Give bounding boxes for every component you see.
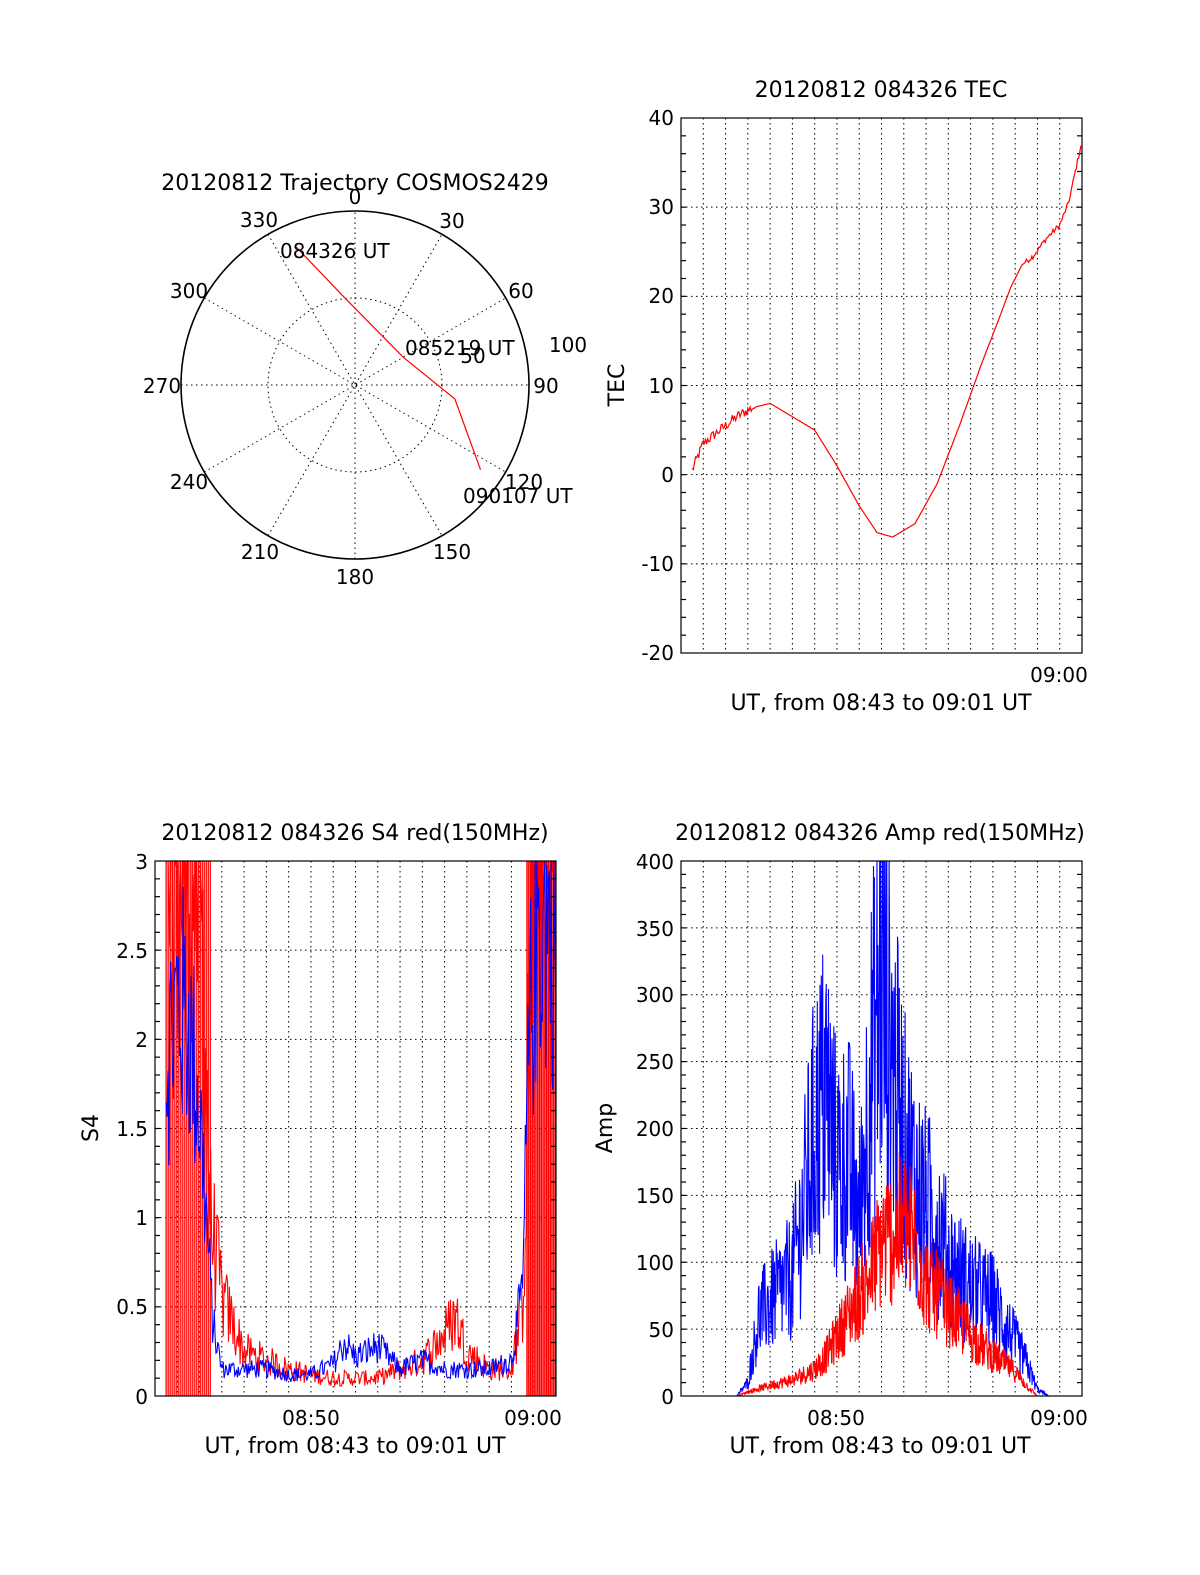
- tec-panel: 20120812 084326 TEC 40 30 20 10 0 -10 -2…: [605, 78, 1088, 716]
- tec-series-line: [691, 145, 1082, 538]
- amp-red-series-line: [692, 1152, 1082, 1397]
- amp-y-tick: 50: [649, 1318, 674, 1342]
- tec-x-label: UT, from 08:43 to 09:01 UT: [730, 691, 1032, 716]
- s4-red-saturation-spikes: [165, 861, 557, 1396]
- tec-y-tick: 40: [649, 106, 674, 130]
- polar-angle-label: 120: [505, 470, 543, 494]
- amp-y-label: Amp: [593, 1103, 618, 1153]
- tec-y-ticks: 40 30 20 10 0 -10 -20: [641, 106, 674, 665]
- polar-inner-ring: [267, 297, 443, 473]
- polar-title: 20120812 Trajectory COSMOS2429: [161, 171, 548, 196]
- tec-y-tick: -20: [641, 641, 674, 665]
- s4-y-tick: 3: [135, 850, 148, 874]
- s4-y-tick: 0: [135, 1385, 148, 1409]
- amp-x-tick: 09:00: [1030, 1406, 1088, 1430]
- polar-ring-label: 100: [549, 333, 587, 357]
- tec-y-tick: 10: [649, 374, 674, 398]
- tec-y-label: TEC: [605, 364, 630, 408]
- polar-angle-labels: 0 30 60 90 120 150 180 210 240 270 300 3…: [143, 185, 559, 589]
- polar-angle-label: 240: [170, 470, 208, 494]
- amp-y-tick: 250: [636, 1050, 674, 1074]
- polar-trajectory-line: [296, 246, 482, 470]
- polar-angle-label: 300: [170, 279, 208, 303]
- polar-spokes: [181, 211, 529, 559]
- s4-y-tick: 2.5: [116, 939, 148, 963]
- s4-x-label: UT, from 08:43 to 09:01 UT: [204, 1434, 506, 1459]
- polar-mid-label: 085219 UT: [405, 336, 515, 360]
- s4-red-series-line: [166, 860, 557, 1388]
- polar-angle-label: 0: [349, 185, 362, 209]
- amp-title: 20120812 084326 Amp red(150MHz): [675, 821, 1085, 846]
- tec-y-tick: 30: [649, 195, 674, 219]
- amp-y-tick: 100: [636, 1251, 674, 1275]
- polar-angle-label: 60: [508, 279, 533, 303]
- tec-y-tick: -10: [641, 552, 674, 576]
- s4-x-tick: 09:00: [504, 1406, 562, 1430]
- s4-y-tick: 2: [135, 1028, 148, 1052]
- polar-angle-label: 210: [241, 540, 279, 564]
- amp-x-tick: 08:50: [807, 1406, 865, 1430]
- polar-angle-label: 270: [143, 374, 181, 398]
- s4-blue-series-line: [165, 860, 557, 1382]
- amp-y-tick: 400: [636, 850, 674, 874]
- amp-y-tick: 350: [636, 917, 674, 941]
- polar-spoke: [267, 234, 443, 536]
- polar-angle-label: 90: [533, 374, 558, 398]
- amp-y-tick: 0: [661, 1385, 674, 1409]
- polar-spoke: [267, 234, 443, 536]
- amp-y-tick: 300: [636, 983, 674, 1007]
- polar-start-label: 084326 UT: [280, 239, 390, 263]
- amp-y-tick: 200: [636, 1117, 674, 1141]
- amp-blue-series-line: [692, 860, 1082, 1397]
- polar-angle-label: 30: [439, 209, 464, 233]
- tec-y-tick: 0: [661, 463, 674, 487]
- s4-y-tick: 0.5: [116, 1295, 148, 1319]
- s4-grid: [155, 861, 556, 1396]
- tec-title: 20120812 084326 TEC: [755, 78, 1008, 103]
- polar-end-label: 090107 UT: [463, 484, 573, 508]
- s4-y-label: S4: [79, 1114, 104, 1142]
- polar-panel: 20120812 Trajectory COSMOS2429 0 30 60 9…: [143, 171, 587, 589]
- tec-minor-ticks: [681, 135, 1082, 636]
- s4-title: 20120812 084326 S4 red(150MHz): [161, 821, 548, 846]
- tec-y-tick: 20: [649, 284, 674, 308]
- tec-x-tick: 09:00: [1030, 663, 1088, 687]
- tec-grid: [681, 118, 1082, 653]
- s4-y-tick: 1.5: [116, 1117, 148, 1141]
- s4-y-tick: 1: [135, 1206, 148, 1230]
- s4-panel: 20120812 084326 S4 red(150MHz) 3 2.5 2 1…: [79, 821, 562, 1459]
- amp-x-label: UT, from 08:43 to 09:01 UT: [729, 1434, 1031, 1459]
- s4-x-tick: 08:50: [282, 1406, 340, 1430]
- polar-ring-label: 50: [460, 344, 485, 368]
- s4-minor-ticks: [155, 878, 556, 1379]
- polar-angle-label: 180: [336, 565, 374, 589]
- s4-y-ticks: 3 2.5 2 1.5 1 0.5 0: [116, 850, 148, 1409]
- polar-spoke: [204, 297, 506, 473]
- polar-angle-label: 150: [433, 540, 471, 564]
- amp-minor-ticks: [681, 873, 1082, 1384]
- amp-y-tick: 150: [636, 1184, 674, 1208]
- amp-panel: 20120812 084326 Amp red(150MHz) 400 350 …: [593, 821, 1088, 1459]
- polar-angle-label: 330: [240, 208, 278, 232]
- polar-spoke: [204, 297, 506, 473]
- amp-y-ticks: 400 350 300 250 200 150 100 50 0: [636, 850, 674, 1409]
